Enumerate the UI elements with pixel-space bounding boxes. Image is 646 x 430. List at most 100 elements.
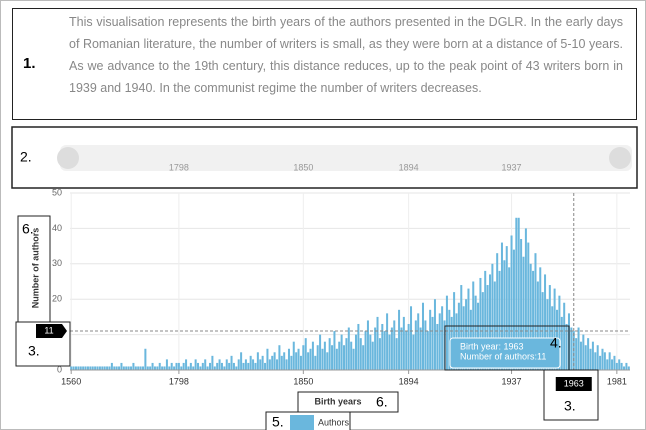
x-tick-label: 1850 <box>293 376 313 386</box>
bar <box>508 267 511 370</box>
bar <box>340 334 343 370</box>
bar <box>218 359 221 370</box>
y-tick-label: 0 <box>57 364 62 374</box>
bar <box>197 362 200 370</box>
legend-label[interactable]: Authors <box>318 417 350 427</box>
bar <box>319 334 322 370</box>
bar <box>515 217 518 370</box>
bar <box>371 341 374 370</box>
bar <box>364 331 367 370</box>
bar <box>204 359 207 370</box>
crosshair-label-bg <box>555 377 592 391</box>
bar <box>479 277 482 370</box>
bar <box>445 295 448 370</box>
bar <box>419 327 422 370</box>
crosshair-x-label: 1963 <box>564 378 584 388</box>
bar <box>414 320 417 370</box>
bar <box>161 366 164 370</box>
bar <box>589 348 592 370</box>
bar <box>579 341 582 370</box>
bar <box>453 292 456 370</box>
description-box: This visualisation represents the birth … <box>12 8 637 120</box>
bar <box>407 323 410 370</box>
bar <box>524 228 527 370</box>
bar <box>268 359 271 370</box>
bar <box>491 263 494 370</box>
bar <box>77 366 80 370</box>
bar <box>410 306 413 370</box>
bar <box>199 366 202 370</box>
bar <box>390 327 393 370</box>
bar <box>441 306 444 370</box>
bar <box>299 355 302 370</box>
bar <box>287 348 290 370</box>
bar <box>474 295 477 370</box>
callout: 6. <box>22 221 34 237</box>
bar <box>546 299 549 370</box>
bar <box>125 366 128 370</box>
bar <box>582 334 585 370</box>
bar <box>101 366 104 370</box>
bar <box>606 359 609 370</box>
bar <box>314 355 317 370</box>
bar <box>187 366 190 370</box>
bar <box>503 260 506 370</box>
bar <box>402 316 405 370</box>
callout: 3. <box>28 343 40 359</box>
bar <box>347 327 350 370</box>
bar <box>280 355 283 370</box>
navigator-label: 1798 <box>169 162 189 172</box>
tooltip <box>449 337 561 369</box>
bar <box>345 338 348 370</box>
bar <box>436 323 439 370</box>
bar <box>369 334 372 370</box>
bar <box>115 366 118 370</box>
description-text: This visualisation represents the birth … <box>69 15 623 95</box>
bar <box>120 362 123 370</box>
legend-swatch[interactable] <box>290 415 314 430</box>
x-axis-title: Birth years <box>314 396 361 406</box>
bar <box>488 274 492 370</box>
bar <box>156 366 159 370</box>
bar <box>180 366 183 370</box>
bar <box>354 334 357 370</box>
y-tick-label: 20 <box>52 294 62 304</box>
bar <box>395 338 398 370</box>
bar <box>94 366 97 370</box>
bar <box>163 366 166 370</box>
y-tick-label: 50 <box>52 187 62 197</box>
navigator-handle-left[interactable] <box>57 147 79 169</box>
bar <box>331 345 334 370</box>
bar <box>249 355 252 370</box>
bar <box>290 355 293 370</box>
bar <box>400 327 403 370</box>
bar <box>532 270 535 370</box>
x-tick-label: 1894 <box>399 376 419 386</box>
bar <box>615 362 618 370</box>
callout: 2. <box>20 149 32 165</box>
navigator-box <box>11 126 638 189</box>
bar <box>254 362 257 370</box>
callout-box <box>444 325 570 371</box>
bar <box>591 341 594 370</box>
bar <box>139 366 142 370</box>
bar <box>103 366 106 370</box>
callout: 6. <box>376 394 388 410</box>
bar <box>132 362 135 370</box>
bar <box>86 366 89 370</box>
bar <box>388 334 391 370</box>
bar <box>141 366 144 370</box>
bar <box>376 316 379 370</box>
x-tick-label: 1981 <box>607 376 627 386</box>
navigator-track[interactable] <box>60 145 632 171</box>
navigator-handle-right[interactable] <box>609 147 631 169</box>
bar <box>230 355 233 370</box>
bar <box>620 362 623 370</box>
x-tick-label: 1798 <box>169 376 189 386</box>
bar <box>292 341 295 370</box>
bar <box>374 327 377 370</box>
bar <box>189 362 192 370</box>
bar <box>343 345 346 370</box>
bar <box>311 341 314 370</box>
bar <box>378 338 381 370</box>
